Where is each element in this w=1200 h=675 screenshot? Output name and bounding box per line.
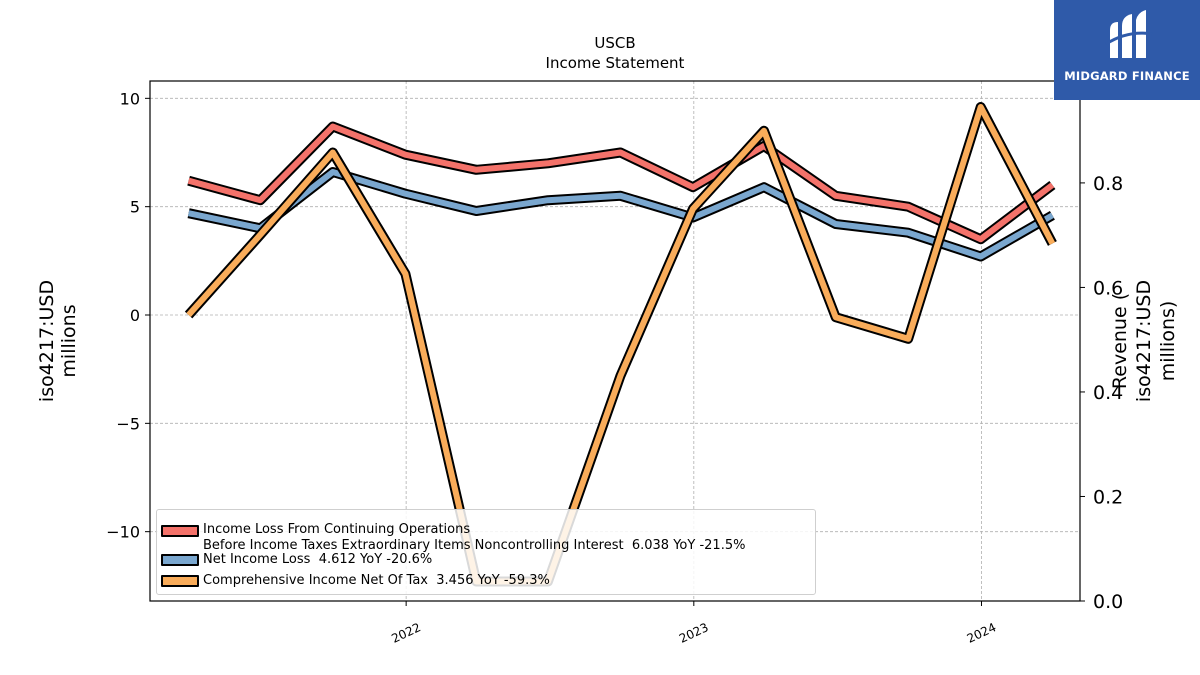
legend-label: Net Income Loss 4.612 YoY -20.6% bbox=[203, 552, 433, 567]
legend-swatch bbox=[161, 525, 199, 537]
chart-legend: Income Loss From Continuing Operations B… bbox=[156, 509, 816, 595]
series-0 bbox=[187, 121, 1056, 245]
series-line bbox=[187, 169, 1054, 260]
y-tick-label-right: 0.0 bbox=[1093, 591, 1123, 613]
company-logo: MIDGARD FINANCE bbox=[1054, 0, 1200, 100]
y-tick-label-right: 0.2 bbox=[1093, 486, 1123, 508]
legend-label: Comprehensive Income Net Of Tax 3.456 Yo… bbox=[203, 573, 550, 588]
logo-text: MIDGARD FINANCE bbox=[1064, 69, 1190, 83]
y-tick-label-left: 5 bbox=[130, 198, 140, 217]
chart-title: USCB bbox=[594, 34, 635, 52]
legend-swatch bbox=[161, 575, 199, 587]
y-tick-label-left: −5 bbox=[116, 414, 140, 433]
left-axis: 10 5 0 −5 −10 bbox=[106, 89, 150, 542]
y-tick-label-left: 10 bbox=[120, 89, 140, 108]
legend-swatch bbox=[161, 554, 199, 566]
series-line bbox=[186, 104, 1056, 585]
logo-mark-icon bbox=[1105, 10, 1153, 58]
x-tick-label: 2022 bbox=[389, 620, 423, 646]
y-tick-label-left: −10 bbox=[106, 523, 140, 542]
legend-label: Income Loss From Continuing Operations B… bbox=[203, 522, 746, 553]
right-axis: 0.8 0.6 0.4 0.2 0.0 bbox=[1080, 173, 1123, 613]
series-line bbox=[187, 123, 1055, 243]
x-axis: 2022 2023 2024 bbox=[389, 601, 998, 646]
plot-frame bbox=[149, 80, 1081, 602]
x-tick-label: 2024 bbox=[965, 620, 999, 646]
chart-subtitle: Income Statement bbox=[546, 54, 685, 72]
series-1 bbox=[187, 167, 1055, 262]
y-tick-label-right: 0.6 bbox=[1093, 277, 1123, 299]
series-lines bbox=[184, 102, 1057, 587]
y-axis-label-right: Revenue (iso4217:USD millions) bbox=[1109, 280, 1179, 402]
x-tick-label: 2023 bbox=[677, 620, 711, 646]
y-tick-label-right: 0.8 bbox=[1093, 173, 1123, 195]
y-tick-label-left: 0 bbox=[130, 306, 140, 325]
y-axis-label-left: iso4217:USDmillions bbox=[36, 280, 80, 402]
y-tick-label-right: 0.4 bbox=[1093, 382, 1123, 404]
series-2 bbox=[184, 102, 1057, 587]
